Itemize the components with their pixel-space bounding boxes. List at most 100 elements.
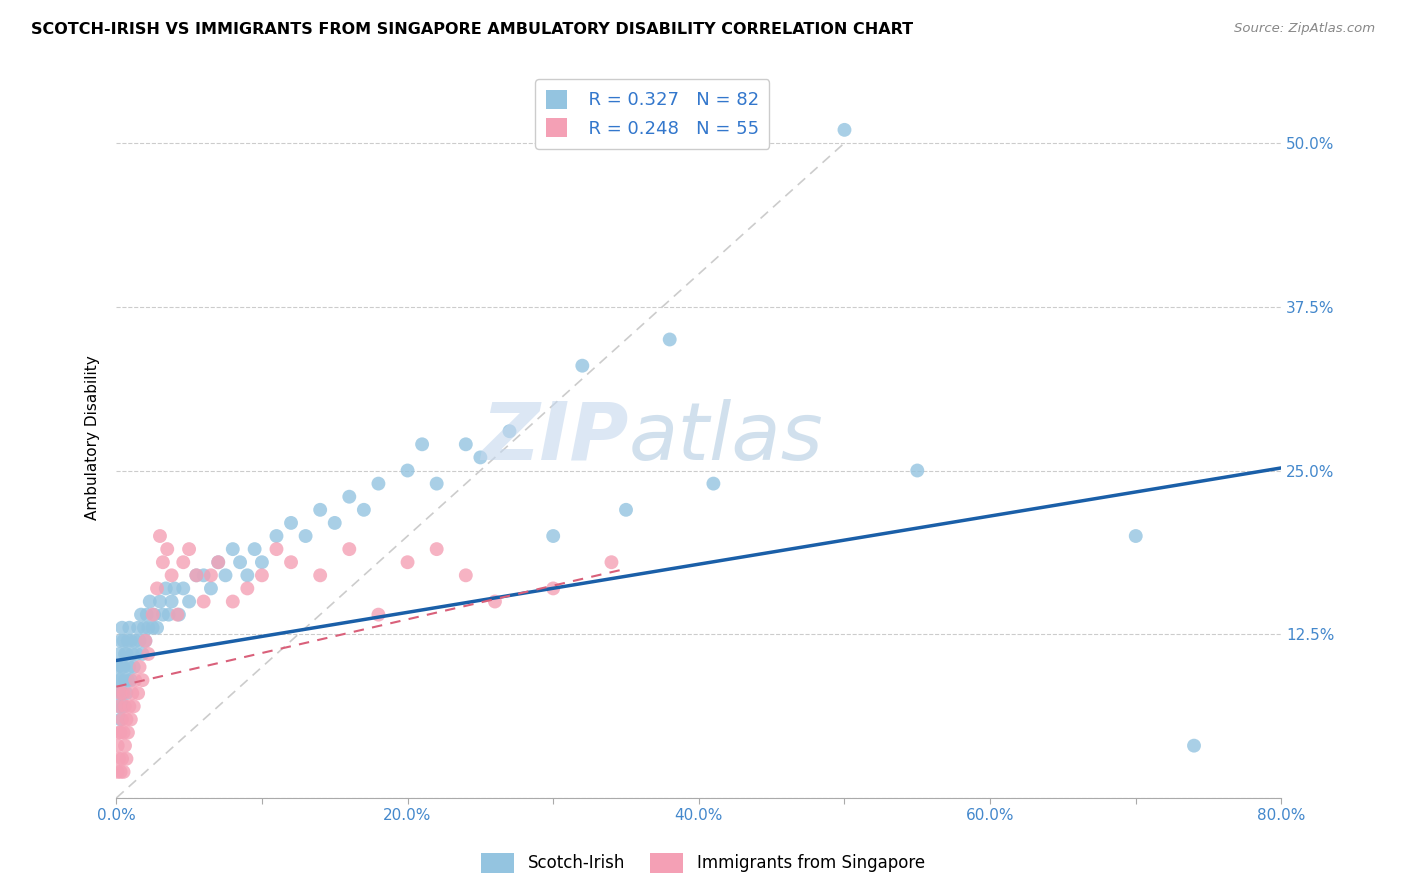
- Point: [108, 752, 131, 766]
- Point: [135, 607, 157, 622]
- Point: [905, 463, 928, 477]
- Point: [157, 607, 180, 622]
- Point: [426, 542, 449, 557]
- Point: [149, 529, 172, 543]
- Text: ZIP: ZIP: [481, 399, 628, 476]
- Point: [571, 359, 593, 373]
- Point: [115, 686, 138, 700]
- Point: [250, 555, 273, 569]
- Point: [236, 582, 259, 596]
- Point: [498, 424, 520, 438]
- Point: [114, 739, 136, 753]
- Point: [108, 647, 131, 661]
- Point: [337, 542, 360, 557]
- Point: [118, 699, 141, 714]
- Point: [111, 713, 134, 727]
- Point: [541, 582, 564, 596]
- Point: [131, 673, 153, 687]
- Point: [122, 660, 145, 674]
- Legend: Scotch-Irish, Immigrants from Singapore: Scotch-Irish, Immigrants from Singapore: [474, 847, 932, 880]
- Point: [177, 542, 200, 557]
- Point: [152, 607, 174, 622]
- Point: [120, 633, 142, 648]
- Point: [114, 673, 136, 687]
- Point: [136, 647, 159, 661]
- Point: [127, 621, 149, 635]
- Point: [108, 699, 131, 714]
- Point: [111, 660, 134, 674]
- Point: [243, 542, 266, 557]
- Point: [108, 673, 131, 687]
- Point: [156, 542, 179, 557]
- Point: [142, 607, 165, 622]
- Point: [193, 568, 215, 582]
- Point: [142, 621, 165, 635]
- Point: [112, 725, 135, 739]
- Point: [207, 555, 229, 569]
- Y-axis label: Ambulatory Disability: Ambulatory Disability: [86, 355, 100, 520]
- Point: [470, 450, 492, 465]
- Point: [117, 725, 139, 739]
- Point: [309, 568, 332, 582]
- Point: [124, 673, 146, 687]
- Point: [411, 437, 433, 451]
- Point: [200, 582, 222, 596]
- Point: [112, 699, 135, 714]
- Point: [426, 476, 449, 491]
- Point: [112, 686, 135, 700]
- Point: [121, 686, 143, 700]
- Point: [236, 568, 259, 582]
- Text: Source: ZipAtlas.com: Source: ZipAtlas.com: [1234, 22, 1375, 36]
- Point: [117, 673, 139, 687]
- Point: [120, 673, 142, 687]
- Point: [1182, 739, 1205, 753]
- Point: [129, 607, 152, 622]
- Point: [266, 542, 288, 557]
- Point: [107, 660, 129, 674]
- Point: [114, 647, 136, 661]
- Point: [108, 725, 131, 739]
- Point: [155, 582, 177, 596]
- Point: [309, 503, 332, 517]
- Point: [167, 607, 190, 622]
- Point: [186, 568, 208, 582]
- Point: [454, 568, 477, 582]
- Point: [136, 621, 159, 635]
- Point: [127, 686, 149, 700]
- Point: [124, 633, 146, 648]
- Point: [163, 582, 186, 596]
- Point: [128, 660, 150, 674]
- Point: [121, 647, 143, 661]
- Point: [834, 123, 856, 137]
- Point: [111, 686, 134, 700]
- Point: [139, 594, 162, 608]
- Point: [117, 633, 139, 648]
- Point: [337, 490, 360, 504]
- Point: [146, 621, 169, 635]
- Point: [146, 582, 169, 596]
- Legend:   R = 0.327   N = 82,   R = 0.248   N = 55: R = 0.327 N = 82, R = 0.248 N = 55: [536, 79, 769, 149]
- Point: [367, 476, 389, 491]
- Point: [541, 529, 564, 543]
- Point: [294, 529, 316, 543]
- Text: SCOTCH-IRISH VS IMMIGRANTS FROM SINGAPORE AMBULATORY DISABILITY CORRELATION CHAR: SCOTCH-IRISH VS IMMIGRANTS FROM SINGAPOR…: [31, 22, 912, 37]
- Point: [111, 621, 134, 635]
- Point: [323, 516, 346, 530]
- Point: [112, 764, 135, 779]
- Point: [128, 633, 150, 648]
- Point: [107, 686, 129, 700]
- Point: [112, 633, 135, 648]
- Point: [120, 713, 142, 727]
- Point: [125, 647, 148, 661]
- Point: [222, 542, 245, 557]
- Point: [131, 647, 153, 661]
- Point: [110, 764, 132, 779]
- Point: [134, 633, 156, 648]
- Point: [107, 764, 129, 779]
- Point: [222, 594, 245, 608]
- Point: [111, 752, 134, 766]
- Point: [193, 594, 215, 608]
- Point: [353, 503, 375, 517]
- Point: [108, 699, 131, 714]
- Point: [152, 555, 174, 569]
